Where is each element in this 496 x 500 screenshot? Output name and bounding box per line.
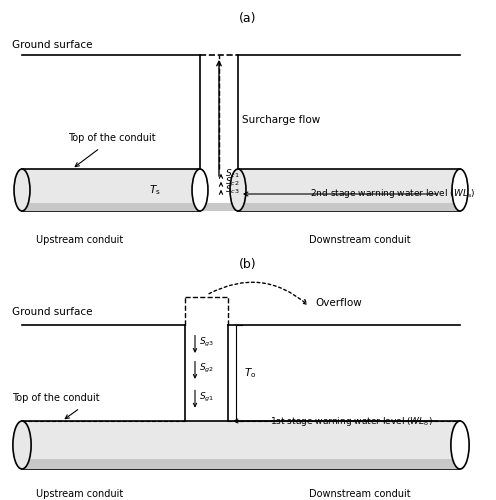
Ellipse shape bbox=[192, 169, 208, 211]
Bar bbox=[22, 203, 460, 211]
Ellipse shape bbox=[13, 421, 31, 469]
Text: Downstream conduit: Downstream conduit bbox=[309, 489, 411, 499]
Text: Ground surface: Ground surface bbox=[12, 307, 92, 317]
Text: Surcharge flow: Surcharge flow bbox=[242, 115, 320, 125]
Text: $\mathit{S}_{g2}$: $\mathit{S}_{g2}$ bbox=[199, 362, 214, 375]
Ellipse shape bbox=[452, 169, 468, 211]
Text: $\mathit{T}_\mathrm{s}$: $\mathit{T}_\mathrm{s}$ bbox=[149, 183, 161, 197]
Text: Top of the conduit: Top of the conduit bbox=[68, 133, 156, 143]
Text: Top of the conduit: Top of the conduit bbox=[12, 393, 100, 403]
Text: $\mathit{T}_\mathrm{o}$: $\mathit{T}_\mathrm{o}$ bbox=[244, 366, 256, 380]
Bar bbox=[22, 459, 460, 469]
Text: Overflow: Overflow bbox=[315, 298, 362, 308]
Ellipse shape bbox=[230, 169, 246, 211]
Text: $\mathit{S}_{c3}$: $\mathit{S}_{c3}$ bbox=[225, 184, 240, 196]
Ellipse shape bbox=[451, 421, 469, 469]
Text: 1st stage warning water level ($\mathit{WL}_\mathrm{o}$): 1st stage warning water level ($\mathit{… bbox=[270, 414, 433, 428]
Text: $\mathit{S}_{c1}$: $\mathit{S}_{c1}$ bbox=[225, 168, 240, 180]
Text: Upstream conduit: Upstream conduit bbox=[36, 489, 124, 499]
Text: Ground surface: Ground surface bbox=[12, 40, 92, 50]
Text: Upstream conduit: Upstream conduit bbox=[36, 235, 124, 245]
Text: Downstream conduit: Downstream conduit bbox=[309, 235, 411, 245]
Bar bbox=[238, 169, 460, 211]
Text: (b): (b) bbox=[239, 258, 257, 271]
Text: $\mathit{S}_{g3}$: $\mathit{S}_{g3}$ bbox=[199, 336, 214, 349]
Bar bbox=[22, 421, 460, 469]
Bar bbox=[22, 169, 200, 211]
Ellipse shape bbox=[14, 169, 30, 211]
Text: (a): (a) bbox=[239, 12, 257, 25]
Text: $\mathit{S}_{g1}$: $\mathit{S}_{g1}$ bbox=[199, 390, 214, 404]
Text: $\mathit{S}_{c2}$: $\mathit{S}_{c2}$ bbox=[225, 176, 240, 188]
Text: 2nd stage warning water level ($\mathit{WL}_\mathrm{s}$): 2nd stage warning water level ($\mathit{… bbox=[310, 188, 475, 200]
